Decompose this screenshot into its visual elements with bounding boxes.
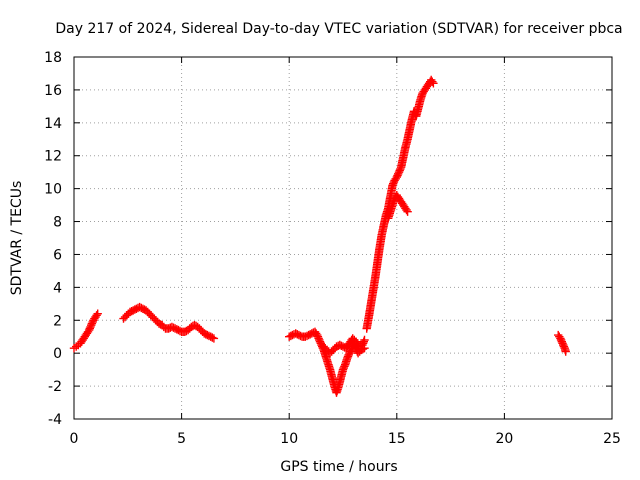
x-tick-label: 20 (495, 431, 513, 447)
y-tick-label: 0 (53, 346, 62, 362)
data-point (141, 306, 151, 315)
x-tick-label: 10 (280, 431, 298, 447)
x-tick-label: 5 (177, 431, 186, 447)
y-axis-label: SDTVAR / TECUs (9, 181, 25, 296)
data-points (69, 75, 570, 397)
data-point (167, 322, 177, 332)
data-point (138, 304, 148, 313)
axis-ticks (73, 56, 613, 420)
data-point (209, 334, 219, 343)
y-tick-label: 14 (44, 116, 62, 132)
data-point (119, 314, 128, 323)
data-point (154, 319, 164, 328)
grid (74, 57, 612, 419)
data-point (348, 334, 357, 343)
data-point (129, 306, 138, 315)
data-point (429, 79, 438, 88)
x-tick-label: 0 (70, 431, 79, 447)
data-point (183, 325, 193, 335)
data-point (340, 362, 349, 371)
data-point (84, 325, 94, 335)
data-point (169, 323, 178, 332)
data-point (195, 324, 204, 333)
data-point (122, 311, 131, 320)
data-point (294, 330, 304, 340)
y-tick-label: 18 (44, 50, 62, 66)
y-tick-label: 16 (44, 83, 62, 99)
y-tick-label: 4 (53, 280, 62, 296)
data-point (337, 341, 346, 350)
chart-title: Day 217 of 2024, Sidereal Day-to-day VTE… (55, 21, 622, 37)
y-tick-label: 6 (53, 247, 62, 263)
data-point (92, 311, 101, 320)
data-point (394, 169, 403, 178)
y-tick-label: 10 (44, 182, 62, 198)
data-point (285, 332, 294, 341)
data-point (319, 342, 328, 351)
data-point (93, 309, 102, 318)
data-point (561, 347, 570, 356)
data-point (127, 307, 136, 316)
data-point (327, 347, 336, 356)
y-tick-label: 8 (53, 215, 62, 231)
y-tick-label: 12 (44, 149, 62, 165)
data-point (335, 340, 344, 350)
data-point (286, 331, 295, 341)
x-axis-label: GPS time / hours (280, 459, 397, 475)
plot-frame (73, 56, 613, 420)
y-tick-label: 2 (53, 313, 62, 329)
y-tick-label: -4 (48, 412, 62, 428)
x-tick-label: 25 (603, 431, 621, 447)
data-point (201, 330, 210, 339)
y-tick-label: -2 (48, 379, 62, 395)
data-point (145, 309, 154, 318)
data-point (428, 77, 437, 86)
data-point (403, 207, 412, 216)
data-point (151, 316, 160, 325)
data-point (293, 330, 302, 339)
data-point (208, 333, 217, 342)
data-point (125, 307, 135, 317)
data-point (315, 337, 325, 346)
data-point (87, 321, 96, 330)
data-point (302, 331, 312, 341)
x-tick-label: 15 (388, 431, 406, 447)
data-point (559, 342, 569, 351)
tick-labels: 0 5 10 15 20 25 -4 -2 0 2 4 6 8 10 12 14 16 18 (44, 50, 621, 447)
data-point (203, 330, 212, 340)
data-point (360, 335, 369, 345)
data-point (346, 347, 355, 356)
